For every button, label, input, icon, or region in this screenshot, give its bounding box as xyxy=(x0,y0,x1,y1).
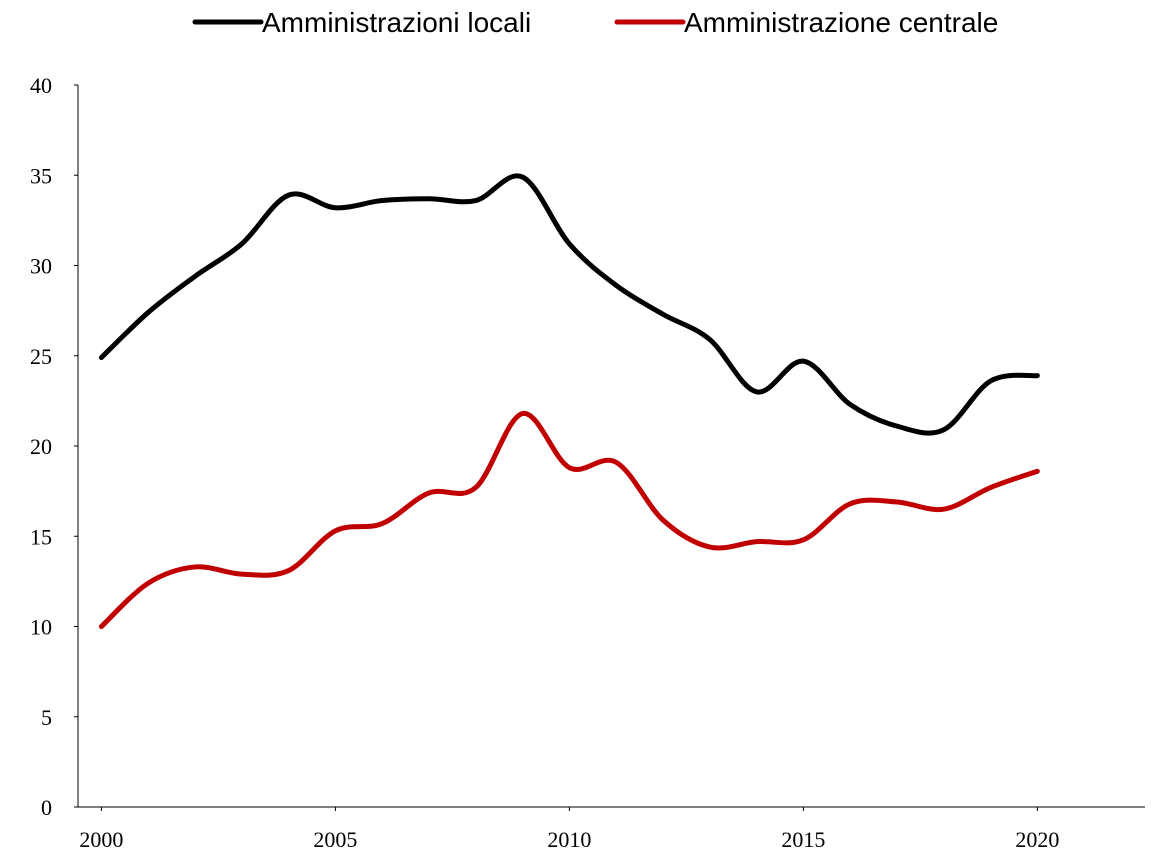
x-tick-label: 2015 xyxy=(781,827,825,852)
legend-label: Amministrazioni locali xyxy=(262,7,531,38)
y-tick-label: 40 xyxy=(30,73,52,98)
line-series xyxy=(98,173,1040,436)
legend-label: Amministrazione centrale xyxy=(684,7,998,38)
x-tick-label: 2010 xyxy=(547,827,591,852)
x-tick-label: 2020 xyxy=(1015,827,1059,852)
y-tick-label: 5 xyxy=(41,705,52,730)
y-tick-label: 15 xyxy=(30,524,52,549)
y-tick-label: 10 xyxy=(30,615,52,640)
x-tick-label: 2005 xyxy=(313,827,357,852)
y-tick-label: 25 xyxy=(30,344,52,369)
y-tick-label: 35 xyxy=(30,163,52,188)
y-tick-label: 30 xyxy=(30,254,52,279)
line-series xyxy=(98,411,1040,629)
x-tick-label: 2000 xyxy=(79,827,123,852)
y-tick-label: 0 xyxy=(41,795,52,820)
y-tick-label: 20 xyxy=(30,434,52,459)
